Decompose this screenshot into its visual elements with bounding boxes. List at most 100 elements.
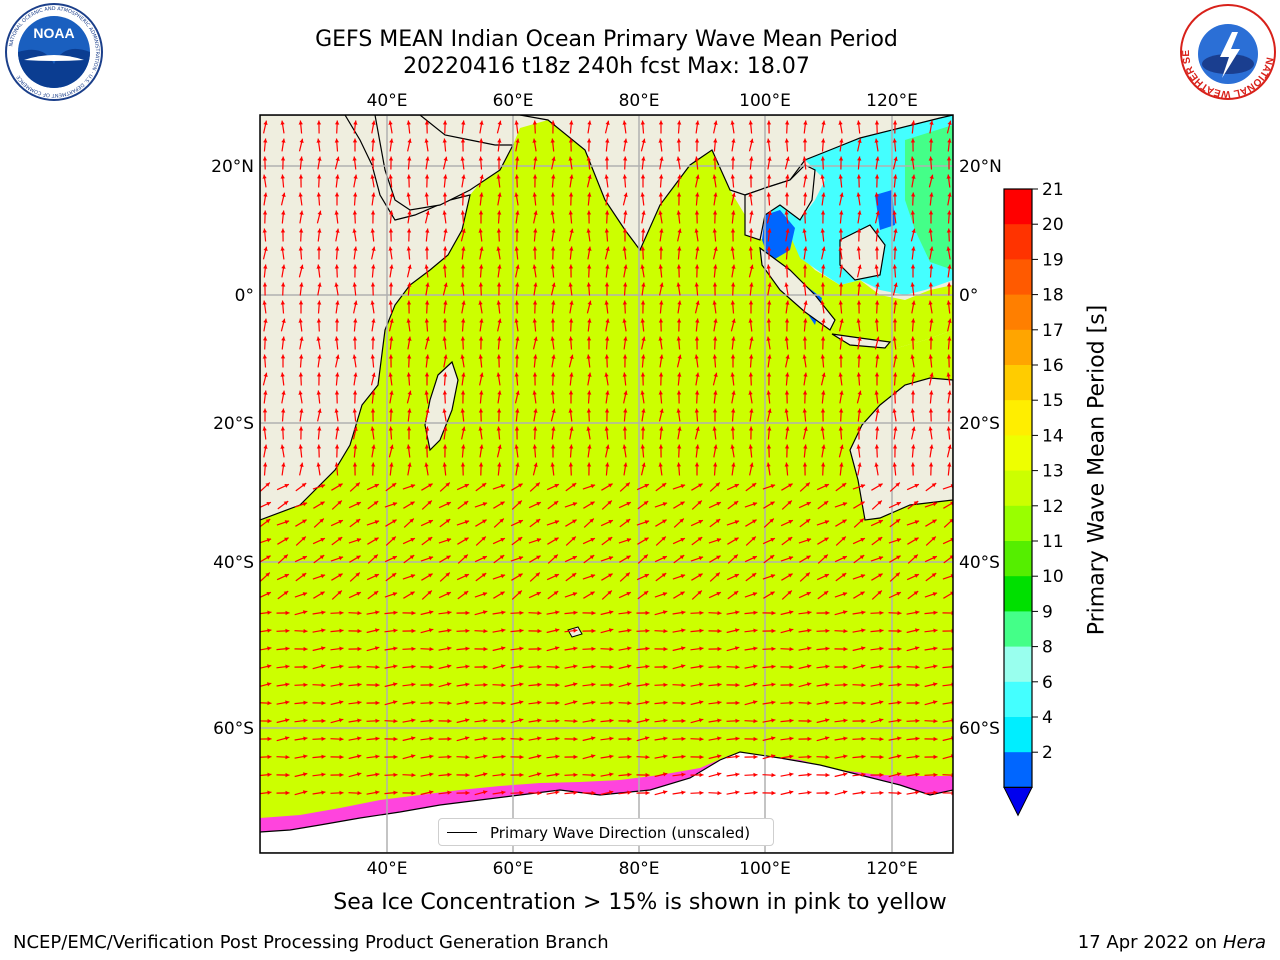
- wave-arrow-head: [733, 554, 738, 559]
- wave-arrow-head: [555, 736, 560, 741]
- wave-arrow-head: [532, 444, 537, 449]
- wave-arrow-head: [604, 372, 609, 377]
- wave-arrow-head: [497, 192, 502, 197]
- wave-arrow-head: [694, 282, 699, 287]
- wave-arrow-head: [388, 300, 393, 305]
- wave-arrow-head: [748, 192, 753, 197]
- wave-arrow-head: [442, 138, 447, 143]
- wave-arrow-head: [569, 246, 574, 251]
- wave-arrow-head: [334, 192, 340, 197]
- wave-arrow-head: [766, 192, 771, 197]
- wave-arrow-head: [353, 372, 358, 377]
- wave-arrow-head: [892, 444, 898, 449]
- wave-arrow-head: [407, 390, 412, 395]
- wave-arrow-head: [573, 754, 578, 760]
- lon-ticks-top: 40°E 60°E 80°E 100°E 120°E: [367, 91, 918, 111]
- wave-arrow: [942, 484, 953, 490]
- wave-arrow-head: [785, 372, 790, 377]
- wave-arrow-head: [731, 408, 736, 413]
- wave-arrow-head: [803, 246, 808, 251]
- wave-arrow-head: [820, 408, 826, 413]
- wave-arrow-head: [713, 462, 718, 467]
- wave-arrow-head: [878, 520, 883, 524]
- wave-arrow-head: [551, 408, 556, 413]
- wave-arrow-head: [713, 138, 718, 143]
- wave-arrow-head: [464, 574, 469, 578]
- ocean-east-seas: [760, 230, 953, 350]
- wave-arrow-head: [319, 555, 325, 560]
- wave-arrow-head: [555, 628, 560, 633]
- footer-host: Hera: [1222, 932, 1266, 953]
- wave-arrow-head: [515, 210, 520, 215]
- wave-arrow-head: [875, 426, 880, 431]
- wave-arrow-head: [622, 372, 627, 377]
- wave-arrow-head: [770, 484, 776, 489]
- wave-arrow-head: [910, 390, 916, 395]
- wave-arrow-head: [735, 665, 740, 670]
- wave-arrow-head: [514, 246, 519, 251]
- wave-arrow-head: [447, 701, 452, 706]
- wave-arrow-head: [424, 318, 429, 323]
- wave-arrow-head: [947, 444, 952, 449]
- wave-arrow-head: [388, 426, 393, 431]
- wave-arrow-head: [658, 390, 663, 395]
- wave-arrow-head: [645, 664, 650, 669]
- wave-arrow-head: [680, 501, 685, 506]
- wave-arrow-head: [460, 390, 466, 395]
- wave-arrow-head: [789, 647, 794, 652]
- wave-arrow-head: [931, 483, 937, 488]
- wave-arrow-head: [910, 282, 915, 287]
- wave-arrow-head: [676, 192, 682, 197]
- wave-arrow-head: [478, 210, 484, 215]
- wave-arrow-head: [802, 228, 807, 233]
- wave-arrow-head: [662, 556, 667, 560]
- wave-arrow-head: [753, 646, 758, 651]
- wave-arrow-head: [803, 300, 808, 305]
- wave-arrow-head: [713, 192, 718, 197]
- wave-arrow-head: [281, 336, 286, 341]
- wave-arrow-head: [442, 462, 447, 467]
- wave-arrow-head: [478, 336, 484, 341]
- wave-arrow-head: [771, 610, 776, 616]
- wave-arrow-head: [838, 246, 843, 251]
- wave-arrow-head: [712, 174, 717, 179]
- wave-arrow-head: [496, 282, 502, 287]
- wave-arrow-head: [676, 138, 681, 143]
- wave-arrow-head: [803, 174, 808, 179]
- wave-arrow-head: [569, 174, 574, 179]
- wave-arrow-head: [338, 520, 343, 524]
- wave-arrow-head: [302, 502, 308, 507]
- wave-arrow-head: [568, 156, 573, 161]
- wave-arrow-head: [861, 628, 866, 633]
- wave-arrow-head: [803, 120, 808, 125]
- wave-arrow-head: [281, 282, 286, 287]
- wave-arrow-head: [267, 610, 272, 615]
- wave-arrow-head: [623, 390, 628, 395]
- wave-arrow-head: [550, 210, 555, 215]
- wave-arrow-head: [821, 372, 826, 377]
- wave-arrow-head: [802, 156, 807, 161]
- wave-arrow-head: [356, 538, 362, 543]
- wave-arrow-head: [735, 718, 740, 723]
- wave-arrow-head: [623, 210, 628, 215]
- wave-arrow-head: [550, 336, 555, 341]
- wave-arrow-head: [681, 683, 686, 688]
- wave-arrow-head: [447, 628, 452, 633]
- wave-arrow-head: [357, 718, 362, 723]
- wave-arrow-head: [280, 174, 285, 179]
- wave-arrow-head: [879, 664, 884, 669]
- wave-arrow-head: [551, 174, 556, 179]
- wave-arrow-head: [605, 318, 610, 323]
- wave-arrow-head: [644, 537, 649, 542]
- wave-arrow-head: [461, 192, 466, 197]
- tick-lat-right: 40°S: [959, 553, 1000, 573]
- wave-arrow-head: [713, 390, 718, 395]
- wave-arrow-head: [753, 610, 758, 615]
- wave-arrow-head: [443, 246, 448, 251]
- wave-arrow-head: [946, 354, 952, 359]
- wave-arrow-head: [928, 462, 934, 467]
- wave-arrow-head: [875, 156, 880, 161]
- wave-arrow-head: [604, 426, 609, 431]
- wave-arrow-head: [514, 444, 519, 449]
- wave-arrow-head: [497, 138, 502, 143]
